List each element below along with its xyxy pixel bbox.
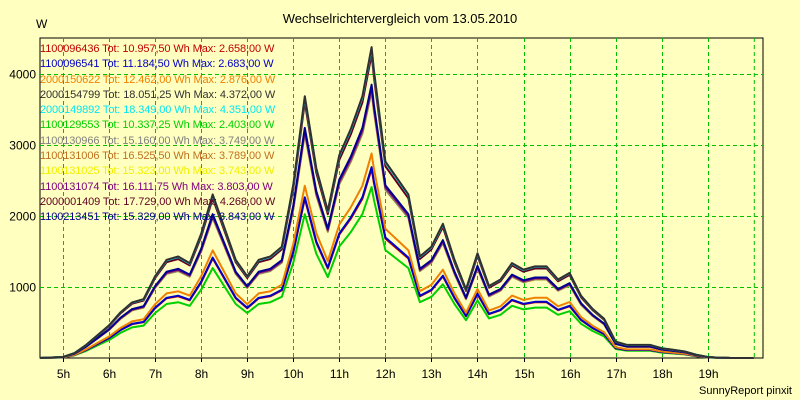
legend-entry: 1100131025 Tot: 15.323,00 Wh Max: 3.743,… <box>40 165 275 178</box>
x-tick-label: 11h <box>330 367 349 381</box>
legend-entry: 1100130966 Tot: 15.160,00 Wh Max: 3.749,… <box>40 134 275 147</box>
y-tick-label: 3000 <box>9 139 36 153</box>
x-tick-label: 6h <box>103 367 116 381</box>
legend-entry: 2000001409 Tot: 17.729,00 Wh Max: 4.268,… <box>40 195 276 208</box>
x-tick-label: 12h <box>375 367 395 381</box>
x-tick-label: 13h <box>421 367 441 381</box>
x-tick-label: 7h <box>149 367 162 381</box>
plot-area <box>39 37 764 359</box>
x-tick-label: 5h <box>57 367 70 381</box>
legend-entry: 2000149892 Tot: 18.349,00 Wh Max: 4.351,… <box>40 104 276 117</box>
y-tick-label: 1000 <box>9 281 36 295</box>
series-line <box>39 83 754 359</box>
y-tick-label: 4000 <box>9 68 36 82</box>
x-tick-label: 17h <box>606 367 626 381</box>
chart-title: Wechselrichtervergleich vom 13.05.2010 <box>282 11 518 26</box>
series-line <box>39 152 754 359</box>
x-tick-label: 16h <box>560 367 580 381</box>
legend-entry: 1100131074 Tot: 16.111,75 Wh Max: 3.803,… <box>40 180 273 193</box>
legend-entry: 1100213451 Tot: 15.329,00 Wh Max: 3.843,… <box>40 211 275 224</box>
legend-entry: 1100096436 Tot: 10.957,50 Wh Max: 2.658,… <box>40 43 275 55</box>
x-tick-label: 14h <box>467 367 487 381</box>
x-tick-label: 10h <box>283 367 303 381</box>
x-tick-label: 18h <box>652 367 672 381</box>
legend: 1100096436 Tot: 10.957,50 Wh Max: 2.658,… <box>40 42 275 226</box>
y-axis-unit-label: W <box>36 17 48 31</box>
x-tick-label: 9h <box>241 367 254 381</box>
legend-entry: 1100096541 Tot: 11.184,50 Wh Max: 2.683,… <box>40 58 274 71</box>
legend-entry: 1100129553 Tot: 10.337,25 Wh Max: 2.403,… <box>40 119 275 132</box>
legend-entry: 2000150622 Tot: 12.462,00 Wh Max: 2.876,… <box>40 73 276 86</box>
x-tick-label: 19h <box>698 367 718 381</box>
series-line <box>39 46 754 359</box>
series-layer <box>39 46 754 359</box>
legend-entry: 2000154799 Tot: 18.051,25 Wh Max: 4.372,… <box>40 88 276 101</box>
legend-entry: 1100131006 Tot: 16.525,50 Wh Max: 3.789,… <box>40 150 275 163</box>
x-tick-label: 15h <box>514 367 534 381</box>
x-tick-label: 8h <box>195 367 208 381</box>
footer-credit: SunnyReport pinxit <box>699 385 792 397</box>
y-tick-label: 2000 <box>9 210 36 224</box>
axis-layer: 1000 2000 3000 4000 5h 6h 7h 8h 9h 10h 11h 12h 13h 14… <box>9 68 718 382</box>
